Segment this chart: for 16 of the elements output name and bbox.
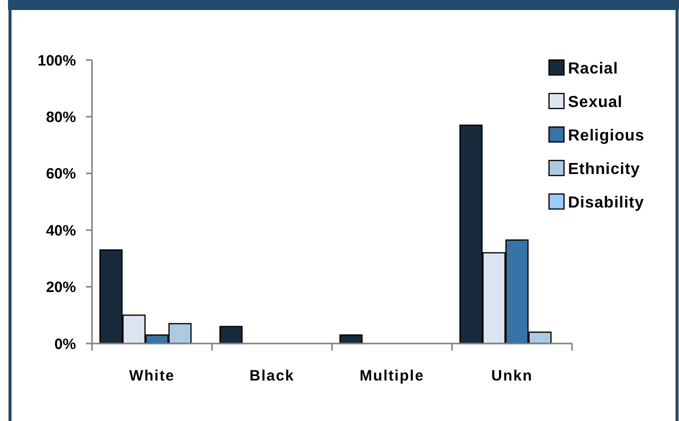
y-tick-label: 40% [46,222,76,240]
x-tick-label: Multiple [360,368,424,384]
x-tick-label: White [129,368,175,384]
y-tick-label: 20% [46,279,76,296]
y-tick-label: 80% [46,108,76,126]
bar [219,326,243,344]
legend-label: Racial [568,60,618,78]
y-tick-label: 60% [46,166,76,183]
legend-label: Disability [568,194,644,212]
legend-label: Religious [568,128,645,145]
legend-label: Ethnicity [568,161,640,178]
x-tick-label: Black [249,368,295,384]
x-tick-label: Unkn [491,368,533,384]
y-tick-label: 100% [38,52,76,70]
y-tick-label: 0% [54,336,76,353]
legend-label: Sexual [568,94,623,112]
